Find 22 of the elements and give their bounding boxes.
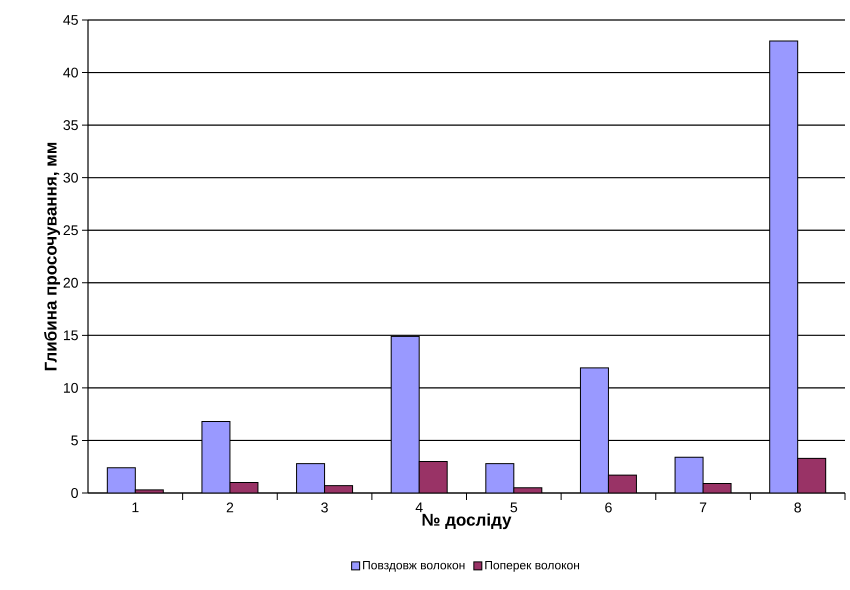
x-axis-title: № досліду xyxy=(422,513,512,530)
x-tick-label: 6 xyxy=(605,502,612,512)
y-tick-label: 40 xyxy=(63,68,78,78)
x-tick-label: 2 xyxy=(226,502,234,512)
y-tick-label: 30 xyxy=(63,172,78,183)
y-axis-title: Глибина просочування, мм xyxy=(44,142,60,370)
y-tick-label: 10 xyxy=(64,382,78,393)
y-tick-label: 35 xyxy=(63,120,78,130)
legend-label: Повздовж волокон xyxy=(363,561,464,572)
x-tick-label: 1 xyxy=(132,502,139,512)
y-tick-label: 15 xyxy=(64,330,78,340)
x-tick-label: 5 xyxy=(510,502,518,512)
y-tick-label: 45 xyxy=(63,15,78,25)
y-tick-label: 25 xyxy=(64,225,78,236)
y-tick-label: 5 xyxy=(71,436,78,446)
legend-label: Поперек волокон xyxy=(485,561,580,572)
y-tick-label: 20 xyxy=(64,278,78,288)
x-tick-label: 7 xyxy=(700,502,706,512)
x-tick-label: 4 xyxy=(416,502,423,512)
x-tick-label: 8 xyxy=(794,502,801,512)
y-tick-label: 0 xyxy=(71,488,78,498)
x-tick-label: 3 xyxy=(321,502,328,512)
